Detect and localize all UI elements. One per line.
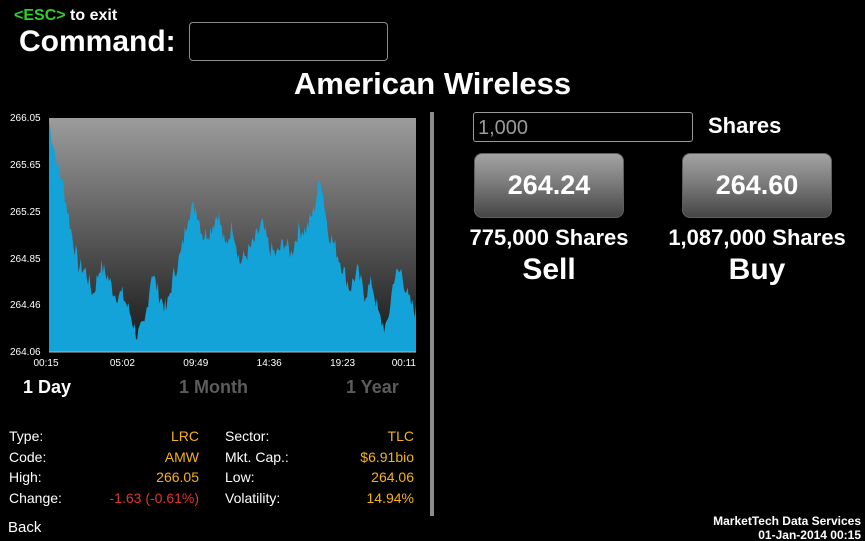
- stat-row-volatility: Volatility: 14.94%: [225, 488, 414, 509]
- stat-row-low: Low: 264.06: [225, 467, 414, 488]
- stat-row-change: Change: -1.63 (-0.61%): [9, 488, 199, 509]
- y-tick-label: 266.05: [10, 113, 41, 124]
- x-tick-label: 09:49: [183, 358, 208, 369]
- stats-right: Sector: TLC Mkt. Cap.: $6.91bio Low: 264.06…: [225, 426, 414, 509]
- command-input[interactable]: [189, 22, 388, 61]
- range-1-year[interactable]: 1 Year: [346, 377, 399, 397]
- y-tick-label: 264.46: [10, 300, 41, 311]
- stat-row-code: Code: AMW: [9, 447, 199, 468]
- stat-value: 266.05: [156, 469, 199, 486]
- stat-label: Sector:: [225, 428, 270, 444]
- stat-value: 264.06: [371, 469, 414, 486]
- price-area: [49, 121, 416, 352]
- stat-row-sector: Sector: TLC: [225, 426, 414, 447]
- esc-hint-text: to exit: [65, 7, 118, 24]
- stat-label: Low:: [225, 469, 255, 486]
- range-1-month[interactable]: 1 Month: [179, 377, 248, 397]
- page-title: American Wireless: [293, 66, 572, 101]
- stat-row-mkt-cap: Mkt. Cap.: $6.91bio: [225, 447, 414, 468]
- footer-datetime: 01-Jan-2014 00:15: [758, 528, 861, 541]
- buy-volume: 1,087,000 Shares: [668, 225, 846, 250]
- x-tick-label: 05:02: [110, 358, 135, 369]
- y-tick-label: 265.25: [10, 207, 41, 218]
- x-tick-label: 14:36: [257, 358, 282, 369]
- range-1-day[interactable]: 1 Day: [23, 377, 72, 397]
- y-tick-label: 265.65: [10, 160, 41, 171]
- footer-info: MarketTech Data Services 01-Jan-2014 00:…: [713, 514, 861, 541]
- stat-row-type: Type: LRC: [9, 426, 199, 447]
- stat-label: Mkt. Cap.:: [225, 448, 289, 465]
- x-tick-label: 00:15: [33, 358, 58, 369]
- stat-label: Change:: [9, 490, 62, 507]
- esc-hint: <ESC> to exit: [14, 7, 117, 25]
- stat-label: High:: [9, 469, 42, 486]
- y-tick-label: 264.85: [10, 254, 41, 265]
- stats-left: Type: LRC Code: AMW High: 266.05 Change: -1.…: [9, 426, 199, 509]
- stat-value: $6.91bio: [360, 448, 414, 465]
- back-button[interactable]: Back: [8, 519, 42, 536]
- company-name: MarketTech Data Services: [713, 514, 861, 528]
- stat-label: Volatility:: [225, 490, 281, 507]
- stat-label: Type:: [9, 428, 44, 444]
- buy-price-button[interactable]: 264.60: [682, 153, 832, 218]
- x-tick-label: 19:23: [330, 358, 355, 369]
- y-tick-label: 264.06: [10, 347, 41, 358]
- stat-value-negative: -1.63 (-0.61%): [109, 490, 199, 507]
- stat-value: AMW: [164, 448, 199, 465]
- esc-key-label: <ESC>: [14, 7, 66, 24]
- sell-price-button[interactable]: 264.24: [474, 153, 624, 218]
- shares-input[interactable]: [473, 112, 693, 142]
- stat-value: 14.94%: [366, 490, 414, 507]
- x-tick-label: 00:11: [392, 358, 417, 369]
- stat-row-high: High: 266.05: [9, 467, 199, 488]
- sell-label: Sell: [522, 253, 576, 286]
- sell-volume: 775,000 Shares: [469, 225, 629, 250]
- shares-label: Shares: [708, 113, 782, 138]
- stat-label: Code:: [9, 448, 47, 465]
- vertical-divider: [430, 112, 434, 516]
- buy-label: Buy: [728, 253, 786, 286]
- stat-value: TLC: [387, 428, 414, 444]
- stat-value: LRC: [170, 428, 199, 444]
- command-label: Command:: [19, 25, 176, 58]
- price-chart: 266.05265.65265.25264.85264.46264.0600:1…: [10, 113, 417, 369]
